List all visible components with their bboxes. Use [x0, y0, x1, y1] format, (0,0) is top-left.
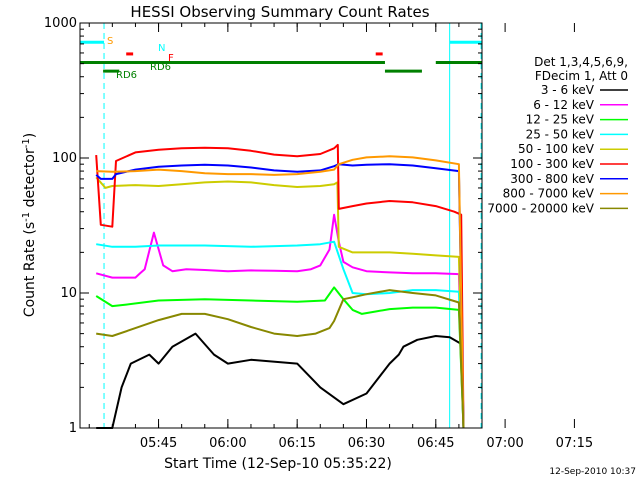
flag-label-f: F	[168, 53, 174, 64]
legend-label: 12 - 25 keV	[526, 113, 595, 127]
series-line	[95, 143, 465, 429]
x-tick-label: 06:30	[348, 436, 385, 451]
y-axis-label: Count Rate (s-1 detector-1)	[21, 133, 38, 317]
series-line	[95, 286, 465, 429]
legend-label: 6 - 12 keV	[533, 98, 595, 112]
legend-label: 3 - 6 keV	[541, 83, 595, 97]
x-tick-label: 07:15	[556, 436, 593, 451]
flag-label-rd6: RD6	[116, 70, 137, 81]
plot-frame	[79, 22, 483, 429]
x-axis-label: Start Time (12-Sep-10 05:35:22)	[164, 456, 392, 472]
y-tick-label: 100	[52, 151, 77, 166]
y-tick-label: 1000	[44, 16, 77, 31]
series-line	[95, 213, 465, 429]
y-tick-label: 10	[60, 286, 77, 301]
flag-label-rd6: RD6	[150, 62, 171, 73]
chart-title: HESSI Observing Summary Count Rates	[130, 3, 429, 21]
legend-header-line-1: Det 1,3,4,5,6,9,	[534, 55, 628, 69]
legend-label: 7000 - 20000 keV	[487, 201, 594, 215]
series-line	[96, 289, 465, 429]
series-line	[96, 155, 465, 429]
legend-label: 25 - 50 keV	[526, 127, 595, 141]
legend-header-line-2: FDecim 1, Att 0	[535, 69, 628, 83]
x-tick-label: 07:00	[486, 436, 523, 451]
x-tick-label: 06:00	[209, 436, 246, 451]
x-tick-label: 06:15	[278, 436, 315, 451]
flag-label-s: S	[107, 36, 113, 47]
legend-label: 100 - 300 keV	[510, 157, 594, 171]
x-tick-label: 06:45	[417, 436, 454, 451]
legend-label: 800 - 7000 keV	[503, 187, 595, 201]
series-line	[96, 240, 465, 429]
series-line	[95, 163, 465, 429]
legend-label: 50 - 100 keV	[518, 142, 595, 156]
series-line	[96, 332, 465, 429]
x-tick-label: 05:45	[140, 436, 177, 451]
legend: Det 1,3,4,5,6,9, FDecim 1, Att 0 3 - 6 k…	[487, 55, 628, 215]
legend-label: 300 - 800 keV	[510, 172, 594, 186]
flag-label-n: N	[158, 43, 165, 54]
series-line	[95, 176, 465, 429]
footer-date: 12-Sep-2010 10:37	[549, 467, 636, 477]
axis-ticks: 1 10 100 1000 05:45 06:00 06:15 06:30 06:45 07:00…	[44, 16, 593, 451]
y-tick-label: 1	[69, 421, 77, 436]
